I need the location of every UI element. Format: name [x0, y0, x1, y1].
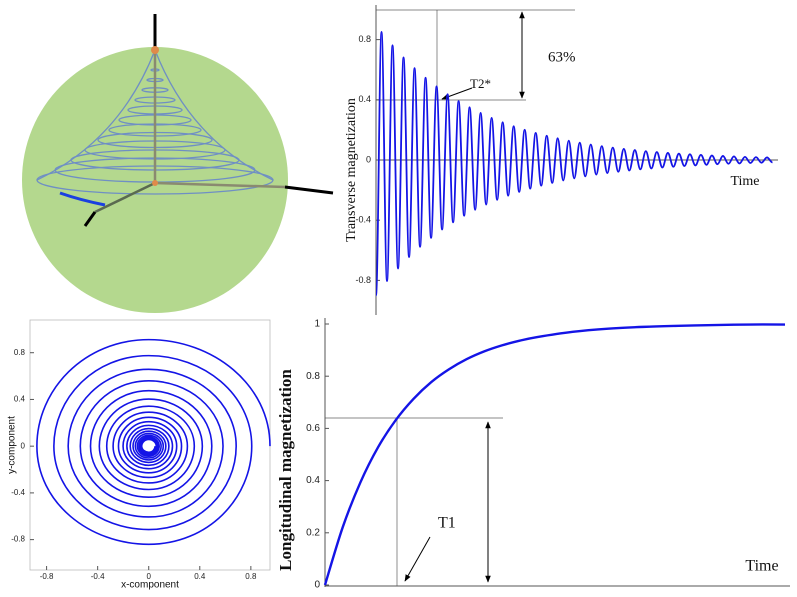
x-tick-label: 0.8: [245, 572, 257, 581]
y-tick-label: -0.4: [355, 215, 371, 225]
y-tick-label: 1: [314, 319, 320, 330]
x-axis: [94, 181, 156, 214]
y-tick-label: -0.8: [11, 535, 25, 544]
y-tick-label: 0.4: [14, 395, 26, 404]
panel: -0.8 -0.4 0 0.4 0.8 -0.8 -0.4 0 0.4 0.8 y-componen…: [7, 319, 271, 591]
y-tick-label: 0: [366, 154, 371, 164]
t1-guides: [325, 417, 503, 586]
y-axis-label: Transverse magnetization: [344, 98, 359, 242]
panel: 0 0.2 0.4 0.6 0.8 1 Longitudinal magnetization…: [276, 318, 790, 591]
x-axis-label: Time: [730, 174, 759, 189]
y-tick-label: 0: [21, 441, 26, 450]
annotation: T2*: [470, 76, 491, 91]
y-axis-label: Longitudinal magnetization: [276, 369, 295, 571]
x-tick-label: -0.4: [91, 572, 105, 581]
spiral-curve: [36, 338, 271, 546]
y-tick-label: 0.4: [358, 94, 371, 104]
y-tick-label: 0.8: [14, 348, 26, 357]
y-tick-label: -0.4: [11, 488, 25, 497]
y-axis-label: y-component: [7, 416, 18, 474]
t2-guides: [376, 9, 575, 101]
origin: [152, 180, 158, 186]
vector-trace: [59, 191, 106, 207]
x-tick-label: -0.8: [40, 572, 54, 581]
y-tick-label: -0.8: [355, 275, 371, 285]
longitudinal-curve: [323, 323, 786, 586]
y-tick-label: 0.6: [306, 423, 320, 434]
plot-frame: [29, 319, 271, 571]
annotation: T1: [438, 515, 456, 532]
x-tick-label: 0.4: [194, 572, 206, 581]
panel: -0.8 -0.4 0 0.4 0.8 Transverse magnetization T…: [344, 5, 778, 315]
y-axis-tip: [284, 185, 334, 195]
y-tick-label: 0.8: [358, 34, 371, 44]
annotation: 63%: [548, 49, 576, 65]
transverse-curve: [375, 31, 773, 297]
y-tick-label: 0.4: [306, 475, 320, 486]
vector-head: [151, 46, 159, 54]
y-tick-label: 0.8: [306, 371, 320, 382]
y-tick-label: 0.2: [306, 527, 320, 538]
y-axis: [154, 181, 286, 189]
bloch-sphere: [22, 14, 334, 313]
x-axis-tip: [83, 211, 97, 227]
x-axis-label: Time: [745, 558, 778, 575]
x-axis-label: x-component: [121, 580, 179, 591]
x-tick-label: 0: [146, 572, 151, 581]
t1-pointer: [404, 536, 431, 582]
y-tick-label: 0: [314, 580, 320, 591]
